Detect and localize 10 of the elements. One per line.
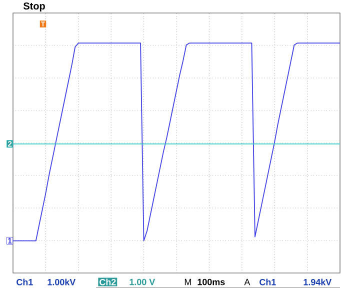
text: 1.00kV <box>48 278 76 286</box>
text: 1.00 V <box>130 278 156 286</box>
text: 100ms <box>198 278 225 286</box>
text: Ch2 <box>100 278 116 286</box>
text: Ch1 <box>260 278 276 286</box>
text: A <box>244 278 250 286</box>
text: M <box>184 278 191 286</box>
text: 1.94kV <box>304 278 332 286</box>
text: Stop <box>23 2 45 12</box>
text: Ch1 <box>16 278 33 286</box>
